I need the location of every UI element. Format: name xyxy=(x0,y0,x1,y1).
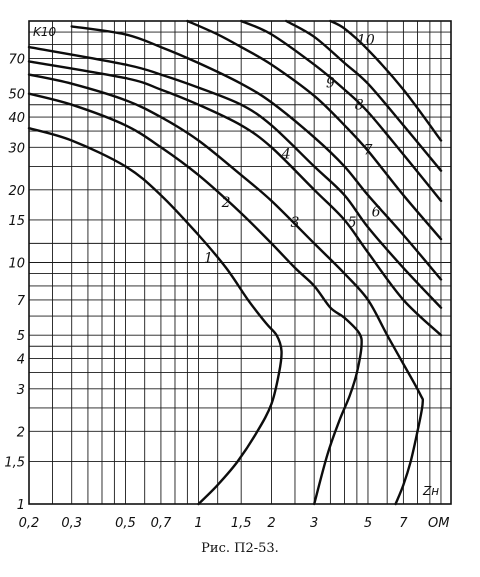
curve-9 xyxy=(285,19,443,172)
x-tick-label: 2 xyxy=(267,516,275,531)
y-tick-label: 30 xyxy=(8,141,25,156)
curve-1 xyxy=(27,126,283,506)
curve-6 xyxy=(70,25,443,281)
curve-number-label: 10 xyxy=(357,32,375,48)
curve-7 xyxy=(186,19,443,241)
y-tick-label: 4 xyxy=(17,353,25,368)
curve-8 xyxy=(240,19,443,203)
curve-3 xyxy=(27,73,425,506)
y-tick-label: 1 xyxy=(17,498,25,513)
x-axis-unit: ОМ xyxy=(428,516,449,531)
y-tick-label: 2 xyxy=(17,425,25,440)
y-axis-ticks: 1 1,5 2 3 4 5 7 10 15 20 30 40 50 70 xyxy=(4,52,25,513)
y-tick-label: 20 xyxy=(8,184,25,199)
curve-number-label: 6 xyxy=(372,205,381,221)
x-axis-label: Zн xyxy=(422,484,439,498)
y-tick-label: 3 xyxy=(17,383,25,398)
y-tick-label: 5 xyxy=(17,329,25,344)
curve-number-label: 7 xyxy=(364,143,373,159)
curve-number-label: 5 xyxy=(348,215,357,231)
grid xyxy=(28,21,451,505)
x-tick-label: 0,7 xyxy=(151,516,172,531)
curve-number-label: 4 xyxy=(281,146,291,162)
y-axis-label: K10 xyxy=(33,25,57,39)
curve-number-label: 9 xyxy=(326,76,335,92)
y-tick-label: 50 xyxy=(8,88,25,103)
curve-labels: 1 2 3 4 56 7 8 9 10 xyxy=(204,32,381,266)
y-tick-label: 40 xyxy=(8,111,25,126)
x-tick-label: 1,5 xyxy=(231,516,252,531)
curve-number-label: 8 xyxy=(355,98,364,114)
y-tick-label: 1,5 xyxy=(4,455,25,470)
curve-4 xyxy=(27,60,443,337)
y-tick-label: 70 xyxy=(8,52,25,67)
plot-frame xyxy=(28,20,452,505)
y-tick-label: 15 xyxy=(8,214,25,229)
x-tick-label: 3 xyxy=(310,516,318,531)
x-tick-label: 0,2 xyxy=(19,516,40,531)
y-tick-label: 7 xyxy=(17,294,26,309)
x-tick-label: 7 xyxy=(399,516,408,531)
y-tick-label: 10 xyxy=(8,257,25,272)
curve-5 xyxy=(27,45,443,309)
x-axis-ticks: 0,2 0,3 0,5 0,7 1 1,5 2 3 5 7 xyxy=(19,516,409,531)
figure-caption: Рис. П2-53. xyxy=(201,541,279,556)
x-tick-label: 0,5 xyxy=(115,516,136,531)
x-tick-label: 1 xyxy=(194,516,202,531)
curve-2 xyxy=(27,92,363,506)
curve-number-label: 1 xyxy=(204,251,213,267)
x-tick-label: 5 xyxy=(364,516,372,531)
curve-10 xyxy=(329,19,443,142)
x-tick-label: 0,3 xyxy=(61,516,82,531)
curve-number-label: 3 xyxy=(291,215,300,231)
curves xyxy=(27,19,443,506)
curve-number-label: 2 xyxy=(221,195,231,211)
